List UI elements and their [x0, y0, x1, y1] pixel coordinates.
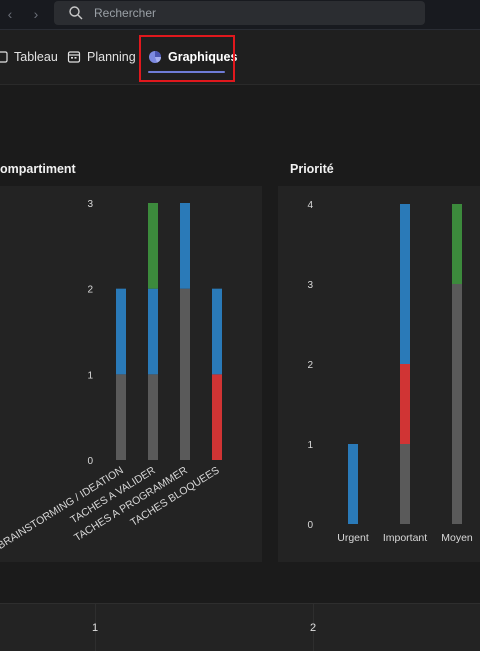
bar-segment — [116, 374, 126, 460]
table-cell: 2 — [310, 622, 317, 634]
bar-segment — [148, 374, 158, 460]
active-tab-indicator — [148, 71, 225, 73]
tab-label: Graphiques — [168, 50, 238, 64]
tab-label: Tableau — [14, 50, 58, 64]
bar-segment — [452, 284, 462, 524]
y-tick-label: 3 — [87, 199, 93, 210]
table-cell: 1 — [92, 622, 99, 634]
chevron-left-icon[interactable]: ‹ — [7, 6, 13, 22]
compartiment-chart-card: 0 1 2 3 BRAINSTORMING / IDEATION TACHES A VAL… — [0, 186, 262, 562]
y-tick-label: 2 — [307, 360, 313, 371]
tab-graphiques[interactable]: Graphiques — [148, 46, 237, 68]
priorite-chart: 0 1 2 3 4 Urgent Important Moyen — [307, 200, 473, 544]
column-divider — [95, 604, 96, 651]
bar-segment — [452, 204, 462, 284]
bar-segment — [400, 204, 410, 364]
compartiment-title: ompartiment — [0, 162, 76, 176]
title-bar: ‹ › Rechercher — [0, 0, 480, 30]
divider — [0, 29, 480, 30]
search-input[interactable]: Rechercher — [54, 1, 425, 25]
y-tick-label: 4 — [307, 200, 313, 211]
tab-label: Planning — [87, 50, 136, 64]
bar-segment — [212, 288, 222, 375]
x-tick-label: Important — [383, 532, 427, 544]
x-tick-label: BRAINSTORMING / IDEATION — [0, 464, 126, 552]
search-placeholder: Rechercher — [94, 6, 157, 20]
x-tick-label: Urgent — [337, 532, 369, 544]
x-tick-label: Moyen — [441, 532, 473, 544]
bar-segment — [400, 444, 410, 524]
bar-segment — [212, 374, 222, 460]
chevron-right-icon[interactable]: › — [33, 6, 39, 22]
bar-segment — [180, 288, 190, 460]
tab-planning[interactable]: Planning — [67, 46, 136, 68]
bar-segment — [180, 203, 190, 289]
y-tick-label: 3 — [307, 280, 313, 291]
priorite-chart-card: 0 1 2 3 4 Urgent Important Moyen — [278, 186, 480, 562]
bar-segment — [348, 444, 358, 524]
tab-tableau[interactable]: Tableau — [0, 46, 58, 68]
pie-chart-icon — [149, 51, 161, 63]
priorite-title: Priorité — [290, 162, 334, 176]
search-icon — [69, 6, 83, 20]
column-divider — [313, 604, 314, 651]
board-icon — [0, 51, 8, 63]
y-tick-label: 1 — [307, 440, 313, 451]
view-tabs: Tableau Planning Graphiques — [0, 30, 480, 85]
y-tick-label: 0 — [307, 520, 313, 531]
table-row: 1 2 — [0, 603, 480, 651]
y-tick-label: 0 — [87, 456, 93, 467]
y-tick-label: 1 — [87, 370, 93, 381]
bar-segment — [116, 288, 126, 375]
highlight-box — [139, 35, 235, 82]
y-tick-label: 2 — [87, 285, 93, 296]
calendar-icon — [67, 51, 81, 63]
bar-segment — [148, 288, 158, 375]
bar-segment — [400, 364, 410, 444]
bar-segment — [148, 203, 158, 289]
